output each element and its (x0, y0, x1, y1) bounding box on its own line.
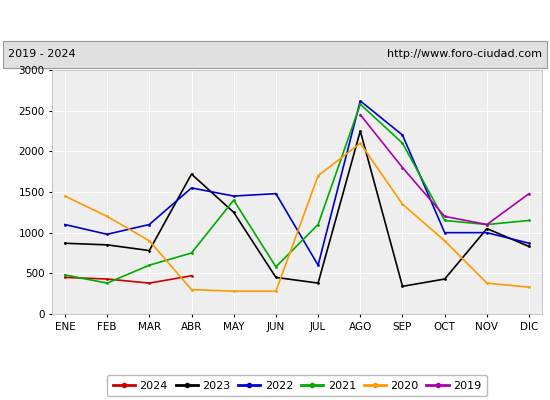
Text: http://www.foro-ciudad.com: http://www.foro-ciudad.com (387, 49, 542, 59)
Text: 2019 - 2024: 2019 - 2024 (8, 49, 76, 59)
Text: Evolucion Nº Turistas Nacionales en el municipio de Aliaguilla: Evolucion Nº Turistas Nacionales en el m… (43, 14, 507, 28)
Legend: 2024, 2023, 2022, 2021, 2020, 2019: 2024, 2023, 2022, 2021, 2020, 2019 (107, 375, 487, 396)
